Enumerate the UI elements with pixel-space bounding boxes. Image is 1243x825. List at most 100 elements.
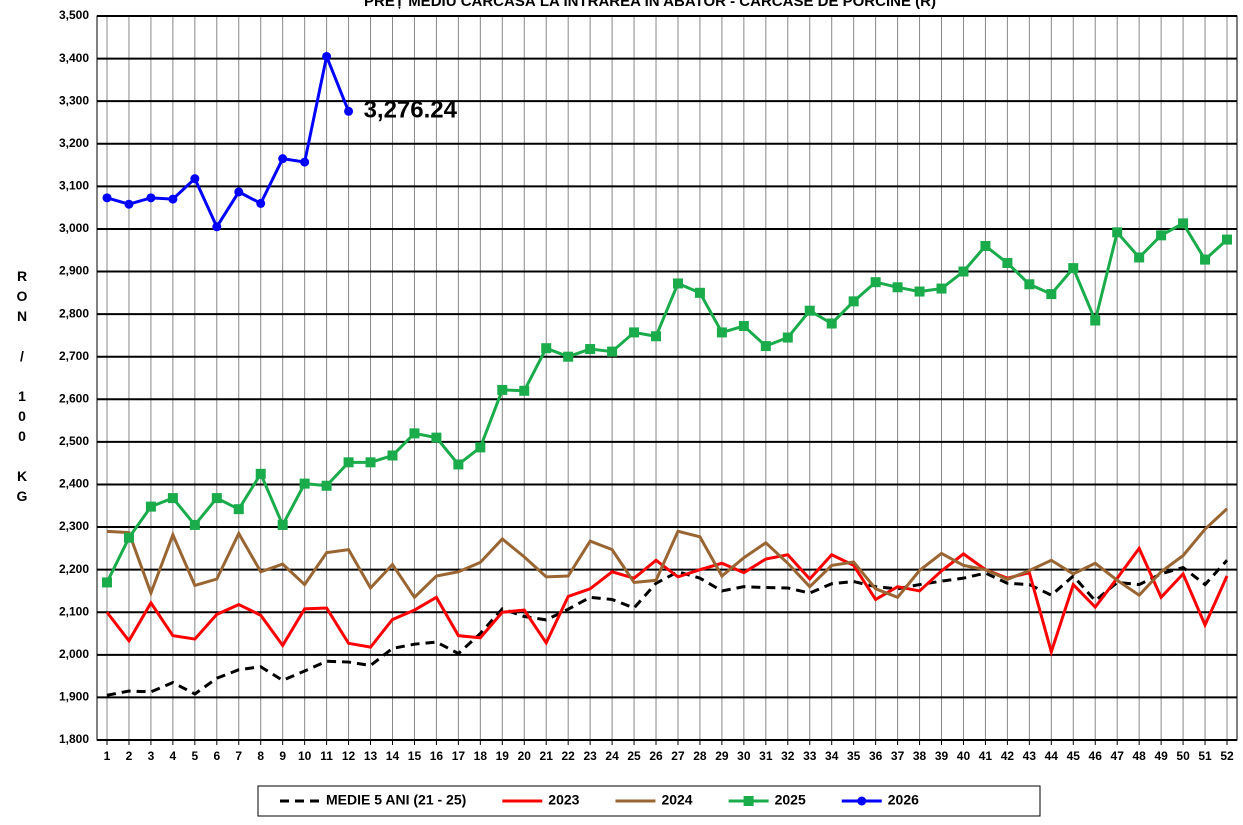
x-tick-label: 42	[1001, 749, 1015, 763]
data-point	[189, 519, 200, 530]
y-tick-label: 3,500	[59, 8, 89, 22]
x-tick-label: 24	[605, 749, 619, 763]
x-tick-label: 16	[430, 749, 444, 763]
x-tick-label: 7	[235, 749, 242, 763]
y-tick-label: 2,700	[59, 349, 89, 363]
x-tick-label: 35	[847, 749, 861, 763]
y-tick-label: 1,800	[59, 732, 89, 746]
x-tick-label: 32	[781, 749, 795, 763]
x-tick-label: 9	[279, 749, 286, 763]
legend-label: 2024	[661, 792, 692, 808]
data-point	[914, 286, 925, 297]
x-tick-label: 40	[957, 749, 971, 763]
data-point	[255, 468, 266, 479]
x-tick-label: 47	[1111, 749, 1125, 763]
data-point	[409, 428, 420, 439]
x-tick-label: 6	[213, 749, 220, 763]
x-tick-label: 28	[693, 749, 707, 763]
legend-marker	[857, 796, 867, 806]
x-tick-label: 5	[191, 749, 198, 763]
series-line	[106, 559, 1229, 697]
x-tick-label: 18	[474, 749, 488, 763]
x-tick-label: 49	[1154, 749, 1168, 763]
y-tick-label: 2,200	[59, 562, 89, 576]
x-tick-label: 51	[1198, 749, 1212, 763]
x-tick-label: 20	[518, 749, 532, 763]
data-point	[1090, 315, 1101, 326]
data-point	[651, 331, 662, 342]
y-tick-label: 3,400	[59, 51, 89, 65]
data-point	[870, 277, 881, 288]
x-tick-label: 15	[408, 749, 422, 763]
y-tick-label: 2,800	[59, 306, 89, 320]
data-point	[980, 240, 991, 251]
legend-label: 2025	[775, 792, 806, 808]
x-tick-label: 46	[1089, 749, 1103, 763]
x-tick-label: 22	[561, 749, 575, 763]
data-point	[343, 457, 354, 468]
legend-label: 2026	[888, 792, 919, 808]
series-line	[105, 221, 1229, 584]
data-point	[102, 577, 112, 588]
legend-label: 2023	[548, 792, 579, 808]
x-tick-label: 21	[540, 749, 554, 763]
data-point	[563, 351, 574, 362]
series-line	[105, 545, 1229, 658]
x-tick-label: 3	[148, 749, 155, 763]
data-point	[234, 187, 244, 197]
x-tick-label: 33	[803, 749, 817, 763]
data-point	[321, 480, 332, 491]
data-point	[892, 282, 903, 293]
y-tick-label: 3,300	[59, 93, 89, 107]
series-line	[106, 507, 1229, 600]
x-tick-label: 39	[935, 749, 949, 763]
data-point	[1156, 230, 1167, 241]
x-tick-label: 19	[496, 749, 510, 763]
data-point	[826, 318, 837, 329]
data-point	[585, 344, 596, 355]
x-tick-label: 50	[1176, 749, 1190, 763]
y-axis-label: RON / 100 KG	[14, 268, 30, 508]
data-point	[497, 384, 508, 395]
y-tick-label: 2,600	[59, 391, 89, 405]
data-point	[256, 198, 266, 208]
x-tick-label: 13	[364, 749, 378, 763]
data-point	[233, 504, 244, 515]
data-point	[344, 106, 354, 116]
data-point	[300, 157, 310, 167]
x-tick-label: 30	[737, 749, 751, 763]
data-point	[738, 321, 749, 332]
data-point	[958, 266, 969, 277]
data-point	[848, 296, 859, 307]
y-tick-label: 2,100	[59, 604, 89, 618]
chart-title: PREȚ MEDIU CARCASĂ LA INTRAREA ÎN ABATOR…	[364, 0, 936, 10]
x-tick-label: 34	[825, 749, 839, 763]
data-point	[387, 450, 398, 461]
data-point	[146, 193, 156, 203]
data-point	[1024, 279, 1035, 290]
data-label: 3,276.24	[364, 97, 458, 124]
data-point	[936, 283, 947, 294]
data-point	[102, 193, 112, 203]
y-tick-label: 3,000	[59, 221, 89, 235]
plot-area	[96, 15, 1238, 741]
x-tick-label: 29	[715, 749, 729, 763]
x-tick-label: 44	[1045, 749, 1059, 763]
data-point	[168, 194, 178, 204]
x-tick-label: 43	[1023, 749, 1037, 763]
data-point	[760, 341, 771, 352]
data-point	[1222, 234, 1232, 245]
x-tick-label: 11	[320, 749, 333, 763]
data-point	[782, 332, 793, 343]
x-tick-label: 52	[1220, 749, 1234, 763]
data-point	[1068, 263, 1079, 274]
y-tick-label: 1,900	[59, 690, 89, 704]
x-tick-label: 10	[298, 749, 312, 763]
data-point	[607, 346, 618, 357]
x-tick-label: 17	[452, 749, 466, 763]
x-tick-label: 8	[257, 749, 264, 763]
data-point	[1200, 254, 1211, 265]
x-tick-label: 25	[627, 749, 641, 763]
data-point	[212, 222, 222, 232]
